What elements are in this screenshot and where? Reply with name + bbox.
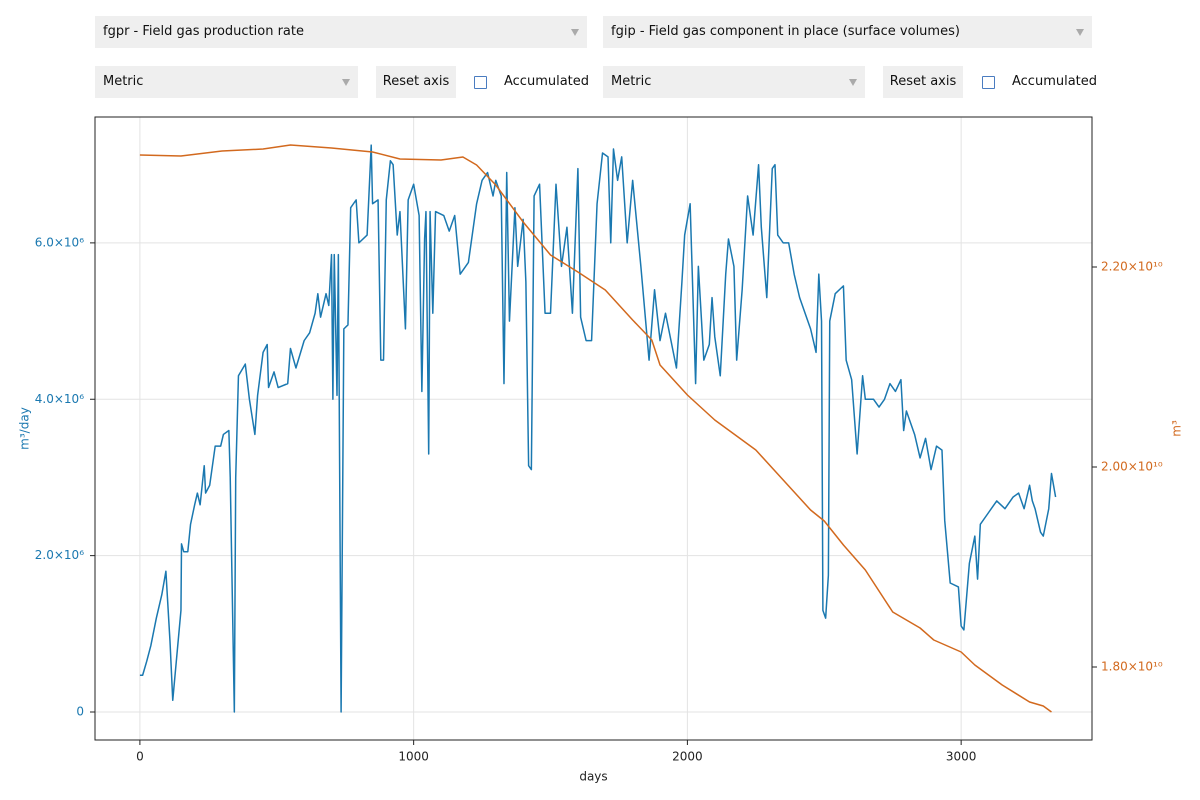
checkbox[interactable] xyxy=(474,76,487,89)
unit-dropdown[interactable]: Metric xyxy=(95,66,358,98)
checkbox[interactable] xyxy=(982,76,995,89)
y-tick-label: 4.0×10⁶ xyxy=(35,392,84,406)
x-tick-label: 1000 xyxy=(398,750,429,764)
vector-dropdown[interactable]: fgip - Field gas component in place (sur… xyxy=(603,16,1092,48)
y-tick-label: 0 xyxy=(76,705,84,719)
y2-tick-label: 2.20×10¹⁰ xyxy=(1101,260,1163,274)
x-tick-label: 3000 xyxy=(946,750,977,764)
y-tick-label: 6.0×10⁶ xyxy=(35,235,84,249)
y2-tick-label: 1.80×10¹⁰ xyxy=(1101,660,1163,674)
y-tick-label: 2.0×10⁶ xyxy=(35,548,84,562)
vector-dropdown[interactable]: fgpr - Field gas production rate xyxy=(95,16,587,48)
reset-button[interactable]: Reset axis xyxy=(883,66,963,98)
reset-button[interactable]: Reset axis xyxy=(376,66,456,98)
unit-dropdown[interactable]: Metric xyxy=(603,66,865,98)
series-line xyxy=(139,144,1052,713)
plot-frame xyxy=(94,116,1093,741)
series-line xyxy=(139,144,1057,713)
x-tick-label: 0 xyxy=(136,750,144,764)
checkbox-label: Accumulated xyxy=(504,74,590,89)
y2-axis-label: m³ xyxy=(1170,420,1184,437)
x-tick-label: 2000 xyxy=(672,750,703,764)
y2-tick-label: 2.00×10¹⁰ xyxy=(1101,460,1163,474)
x-axis-label: days xyxy=(579,770,607,784)
y-axis-label: m³/day xyxy=(18,407,32,450)
checkbox-label: Accumulated xyxy=(1012,74,1098,89)
